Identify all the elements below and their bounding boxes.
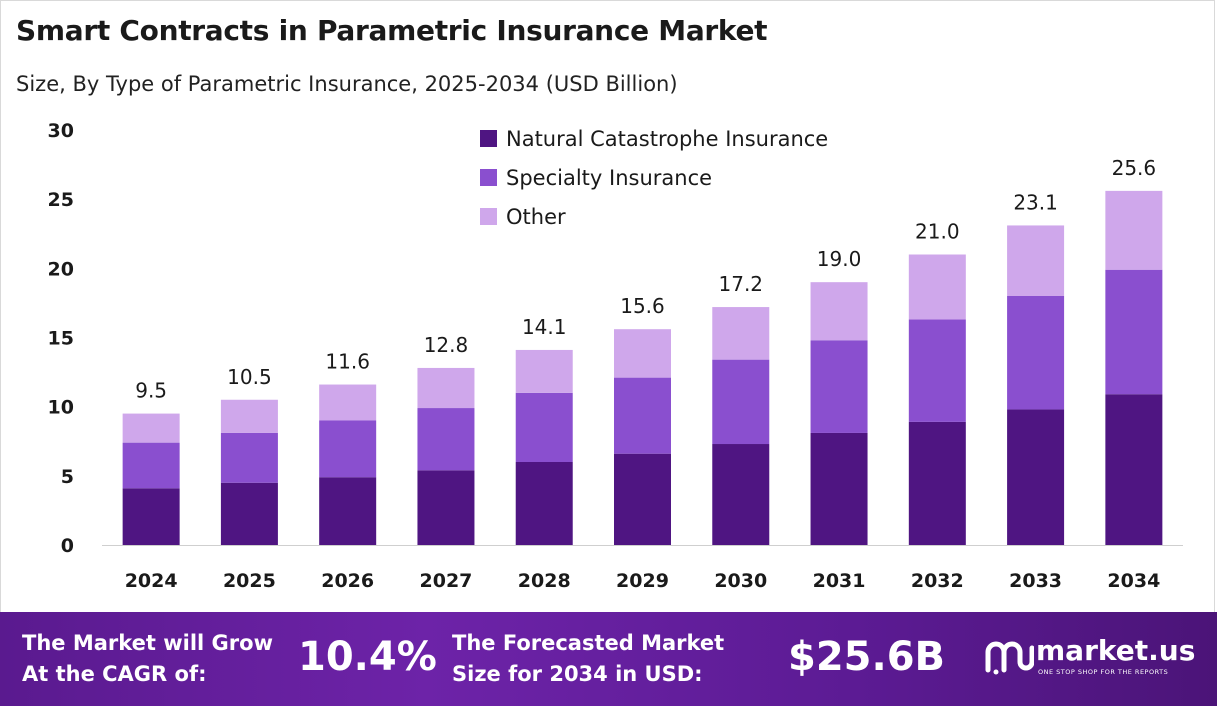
bar-2034-series-0 [1105,394,1163,545]
bar-2026-series-1 [319,420,377,478]
forecast-label-line1: The Forecasted Market [452,631,725,655]
total-label-2030: 17.2 [719,272,764,296]
bar-2027-series-2 [417,367,475,409]
stacked-bar-chart: 0510152025309.5202410.5202511.6202612.82… [48,120,1183,592]
total-label-2026: 11.6 [325,350,370,374]
forecast-value: $25.6B [788,634,946,680]
x-tick-label-2033: 2033 [1009,570,1062,592]
y-tick-label-6: 30 [48,120,74,142]
cagr-label: The Market will Grow At the CAGR of: [22,628,273,690]
legend-swatch-2 [480,208,497,225]
bar-2026-series-0 [319,477,377,545]
logo-name: market.us [1036,634,1196,667]
bar-2025-series-0 [220,482,278,545]
bar-2033-series-1 [1007,296,1065,410]
bar-2031-series-2 [810,282,868,341]
bar-2024-series-0 [122,488,180,545]
total-label-2025: 10.5 [227,365,272,389]
total-label-2028: 14.1 [522,315,567,339]
y-tick-label-2: 10 [48,397,74,419]
bar-2027-series-1 [417,408,475,471]
x-tick-label-2032: 2032 [911,570,964,592]
x-tick-label-2027: 2027 [420,570,473,592]
forecast-label: The Forecasted Market Size for 2034 in U… [452,628,724,690]
bar-2029-series-2 [614,329,671,378]
bar-2032-series-1 [908,319,966,422]
total-label-2034: 25.6 [1112,156,1157,180]
bar-2025-series-1 [220,432,278,483]
bar-2026-series-2 [319,384,377,421]
bar-2029-series-0 [614,453,671,545]
bar-2025-series-2 [220,399,278,433]
total-label-2033: 23.1 [1013,190,1058,214]
bar-2034-series-1 [1105,269,1163,395]
legend-label-0: Natural Catastrophe Insurance [506,127,828,151]
bar-2028-series-2 [515,349,573,393]
legend-swatch-0 [480,130,497,147]
total-label-2032: 21.0 [915,220,960,244]
bar-2033-series-2 [1007,225,1065,296]
bar-2024-series-1 [122,442,180,489]
total-label-2027: 12.8 [424,333,469,357]
legend-label-1: Specialty Insurance [506,166,712,190]
logo-icon [985,641,1034,675]
x-tick-label-2025: 2025 [223,570,276,592]
total-label-2024: 9.5 [135,379,167,403]
y-tick-label-5: 25 [48,189,74,211]
y-tick-label-3: 15 [48,328,74,350]
chart-title: Smart Contracts in Parametric Insurance … [16,14,768,47]
cagr-value: 10.4% [298,634,437,680]
x-tick-label-2026: 2026 [321,570,374,592]
x-tick-label-2031: 2031 [813,570,866,592]
bar-2032-series-0 [908,421,966,545]
bar-2031-series-1 [810,340,868,433]
cagr-label-line2: At the CAGR of: [22,662,207,686]
x-tick-label-2030: 2030 [714,570,767,592]
footer-banner: The Market will Grow At the CAGR of: 10.… [0,612,1217,706]
total-label-2029: 15.6 [620,294,665,318]
x-tick-label-2034: 2034 [1107,570,1160,592]
market-us-logo: market.us ONE STOP SHOP FOR THE REPORTS [984,634,1204,684]
logo-tagline: ONE STOP SHOP FOR THE REPORTS [1038,668,1169,676]
forecast-label-line2: Size for 2034 in USD: [452,662,703,686]
x-tick-label-2024: 2024 [125,570,178,592]
bar-2030-series-2 [712,307,770,360]
chart-subtitle: Size, By Type of Parametric Insurance, 2… [16,72,678,96]
cagr-label-line1: The Market will Grow [22,631,273,655]
bar-2024-series-2 [122,413,180,443]
y-tick-label-4: 20 [48,258,74,280]
bar-2030-series-1 [712,359,770,445]
bar-2027-series-0 [417,470,475,545]
bar-2028-series-1 [515,392,573,462]
total-label-2031: 19.0 [817,247,862,271]
bar-2033-series-0 [1007,409,1065,545]
bar-2030-series-0 [712,444,770,545]
bar-2032-series-2 [908,254,966,320]
x-tick-label-2028: 2028 [518,570,571,592]
bar-2031-series-0 [810,432,868,545]
y-tick-label-0: 0 [61,535,74,557]
y-tick-label-1: 5 [61,466,74,488]
bar-2028-series-0 [515,462,573,545]
x-tick-label-2029: 2029 [616,570,669,592]
legend-label-2: Other [506,205,566,229]
bar-2034-series-2 [1105,190,1163,270]
bar-2029-series-1 [614,377,671,454]
legend-swatch-1 [480,169,497,186]
